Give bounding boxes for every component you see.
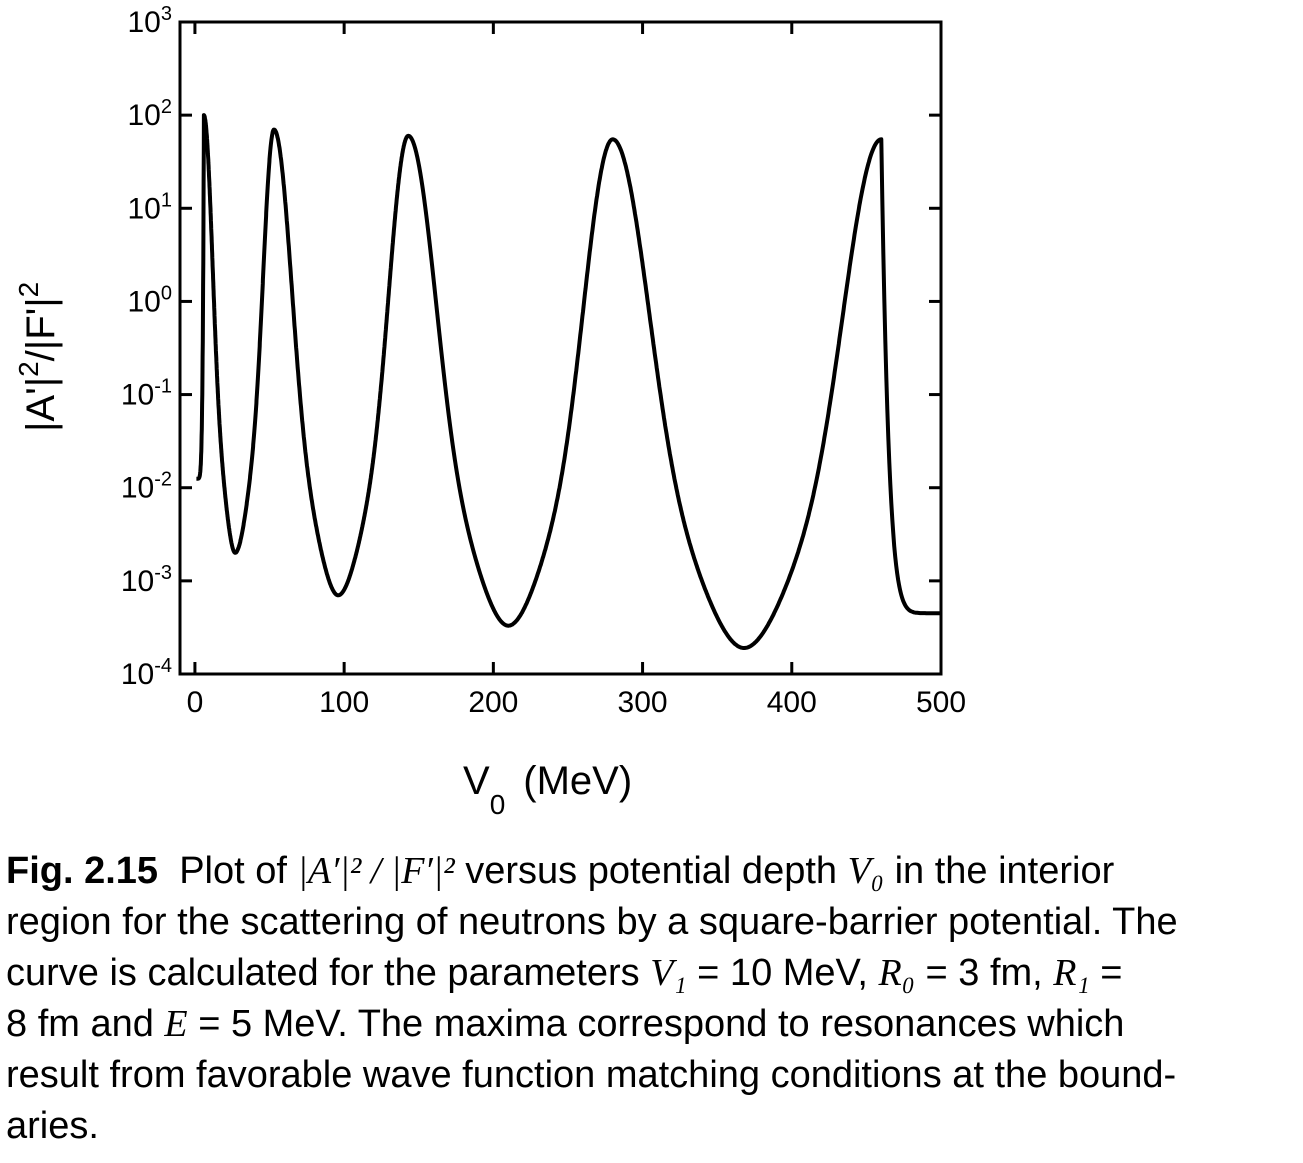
caption-line-1: Fig. 2.15 Plot of |A′|² / |F′|² versus p… [6, 846, 1302, 897]
caption-line-4: 8 fm and E = 5 MeV. The maxima correspon… [6, 999, 1302, 1050]
x-axis-title: V0 (MeV) [463, 759, 632, 820]
x-tick-label: 0 [187, 686, 204, 719]
caption-text: = [1089, 952, 1123, 994]
caption-text: = 5 MeV. The maxima correspond to resona… [187, 1003, 1125, 1045]
caption-text: Plot of [179, 850, 298, 892]
y-tick-label: 101 [128, 189, 173, 225]
y-axis-title-part1: |A'| [19, 377, 63, 432]
caption-line-2: region for the scattering of neutrons by… [6, 901, 1178, 943]
y-tick-label: 10-2 [121, 469, 172, 505]
caption-text: 8 fm and [6, 1003, 165, 1045]
caption-line-6: aries. [6, 1105, 99, 1147]
x-tick-label: 300 [618, 686, 668, 719]
y-tick-label: 10-1 [121, 376, 172, 412]
chart: 10-4 10-3 10-2 10-1 100 101 102 103 0 100 200 300 4… [13, 3, 966, 820]
y-tick-label: 10-4 [121, 655, 172, 691]
x-axis-title-symbol: V [463, 759, 490, 803]
caption-line-3: curve is calculated for the parameters V… [6, 948, 1302, 999]
x-ticks: 0 100 200 300 400 500 [187, 22, 966, 719]
caption-math: R₁ [1053, 952, 1090, 994]
caption-math: E [164, 1003, 188, 1045]
x-axis-title-subscript: 0 [490, 789, 506, 820]
caption-text: in the interior [884, 850, 1115, 892]
caption-math: R₀ [878, 952, 915, 994]
y-tick-label: 103 [128, 3, 173, 39]
x-tick-label: 500 [916, 686, 966, 719]
figure-label: Fig. 2.15 [6, 850, 159, 892]
figure-caption: Fig. 2.15 Plot of |A′|² / |F′|² versus p… [6, 846, 1302, 1152]
caption-text: = 3 fm, [914, 952, 1054, 994]
y-tick-label: 10-3 [121, 562, 172, 598]
y-axis-title: |A'|2/|F'|2 [13, 282, 63, 432]
caption-math: V₁ [650, 952, 687, 994]
y-axis-title-part2: /|F'| [19, 297, 63, 361]
series-line [194, 113, 942, 650]
y-tick-label: 100 [128, 282, 173, 318]
caption-text: versus potential depth [454, 850, 848, 892]
caption-text: curve is calculated for the parameters [6, 952, 651, 994]
x-tick-label: 200 [468, 686, 518, 719]
plot-frame [178, 20, 943, 676]
caption-line-5: result from favorable wave function matc… [6, 1054, 1177, 1096]
x-tick-label: 400 [767, 686, 817, 719]
caption-text: = 10 MeV, [686, 952, 879, 994]
y-axis-title-sup1: 2 [13, 361, 44, 377]
y-tick-label: 102 [128, 96, 173, 132]
y-ticks: 10-4 10-3 10-2 10-1 100 101 102 103 [121, 3, 941, 691]
x-tick-label: 100 [319, 686, 369, 719]
caption-math: V₀ [847, 850, 885, 892]
caption-math: |A′|² / |F′|² [297, 850, 455, 892]
x-axis-title-unit: (MeV) [523, 759, 632, 803]
y-axis-title-sup2: 2 [13, 282, 44, 298]
